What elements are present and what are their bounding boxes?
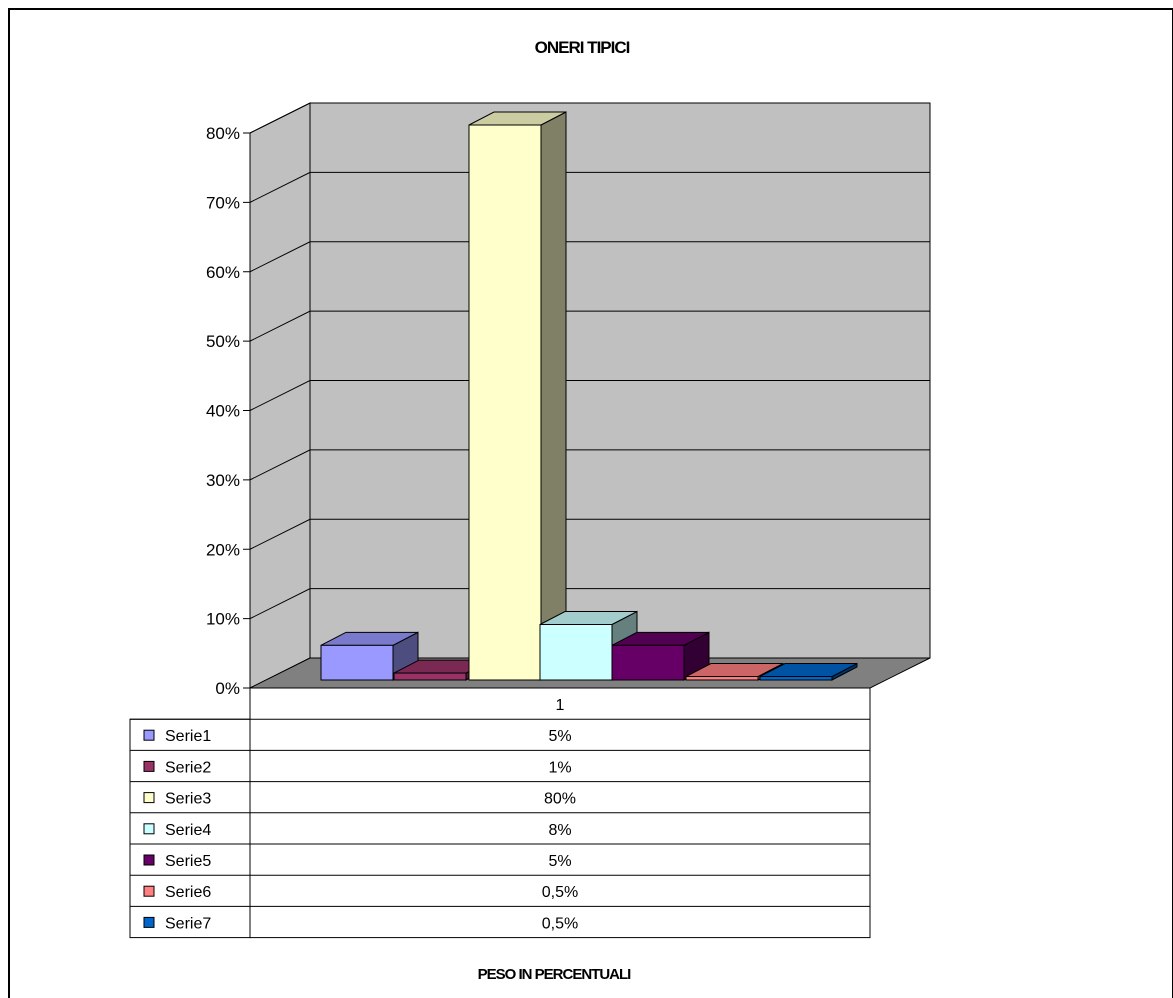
- legend-swatch: [143, 823, 155, 835]
- bar-serie3: [468, 111, 567, 681]
- gridline: [249, 310, 930, 342]
- legend-entry: Serie4: [165, 822, 211, 839]
- legend-swatch: [143, 885, 155, 897]
- data-label: 80%: [544, 791, 576, 808]
- y-tick-label: 50%: [206, 332, 240, 351]
- legend-swatch: [143, 792, 155, 804]
- bar-front: [611, 644, 685, 681]
- bar-front: [468, 124, 542, 681]
- gridline: [249, 449, 930, 481]
- data-label: 8%: [548, 822, 571, 839]
- legend-entry: Serie5: [165, 853, 211, 870]
- legend-swatch: [143, 916, 155, 928]
- bar-serie7: [759, 662, 858, 681]
- y-tick-label: 70%: [206, 193, 240, 212]
- legend-swatch: [143, 760, 155, 772]
- gridline: [249, 380, 930, 411]
- bar-front: [539, 624, 613, 681]
- gridline: [249, 588, 930, 620]
- y-tick-label: 40%: [206, 402, 240, 421]
- y-tick-label: 20%: [206, 540, 240, 559]
- y-tick-label: 10%: [206, 610, 240, 629]
- bar-side: [540, 111, 567, 681]
- y-tick-label: 60%: [206, 263, 240, 282]
- bar-front: [759, 676, 833, 681]
- data-label: 1%: [548, 759, 571, 776]
- legend-swatch: [143, 854, 155, 866]
- data-label: 0,5%: [542, 884, 578, 901]
- chart-title: ONERI TIPICI: [535, 38, 630, 57]
- bar-front: [393, 672, 467, 681]
- legend-entry: Serie3: [165, 791, 211, 808]
- legend-swatch: [143, 729, 155, 741]
- gridline: [249, 102, 930, 134]
- legend-entry: Serie1: [165, 728, 211, 745]
- legend-entry: Serie6: [165, 884, 211, 901]
- data-label: 0,5%: [542, 915, 578, 932]
- bar-front: [320, 644, 394, 681]
- bar-serie5: [611, 631, 710, 681]
- gridline: [249, 171, 930, 203]
- legend-entry: Serie7: [165, 915, 211, 932]
- y-tick-label: 0%: [215, 679, 240, 698]
- bar-front: [685, 676, 759, 681]
- y-tick-label: 80%: [206, 124, 240, 143]
- gridline: [249, 241, 930, 273]
- data-label: 5%: [548, 728, 571, 745]
- data-label: 5%: [548, 853, 571, 870]
- legend-entry: Serie2: [165, 759, 211, 776]
- gridline: [249, 518, 930, 550]
- y-tick-label: 30%: [206, 471, 240, 490]
- x-axis-title: PESO IN PERCENTUALI: [478, 966, 632, 983]
- category-label: 1: [556, 697, 565, 714]
